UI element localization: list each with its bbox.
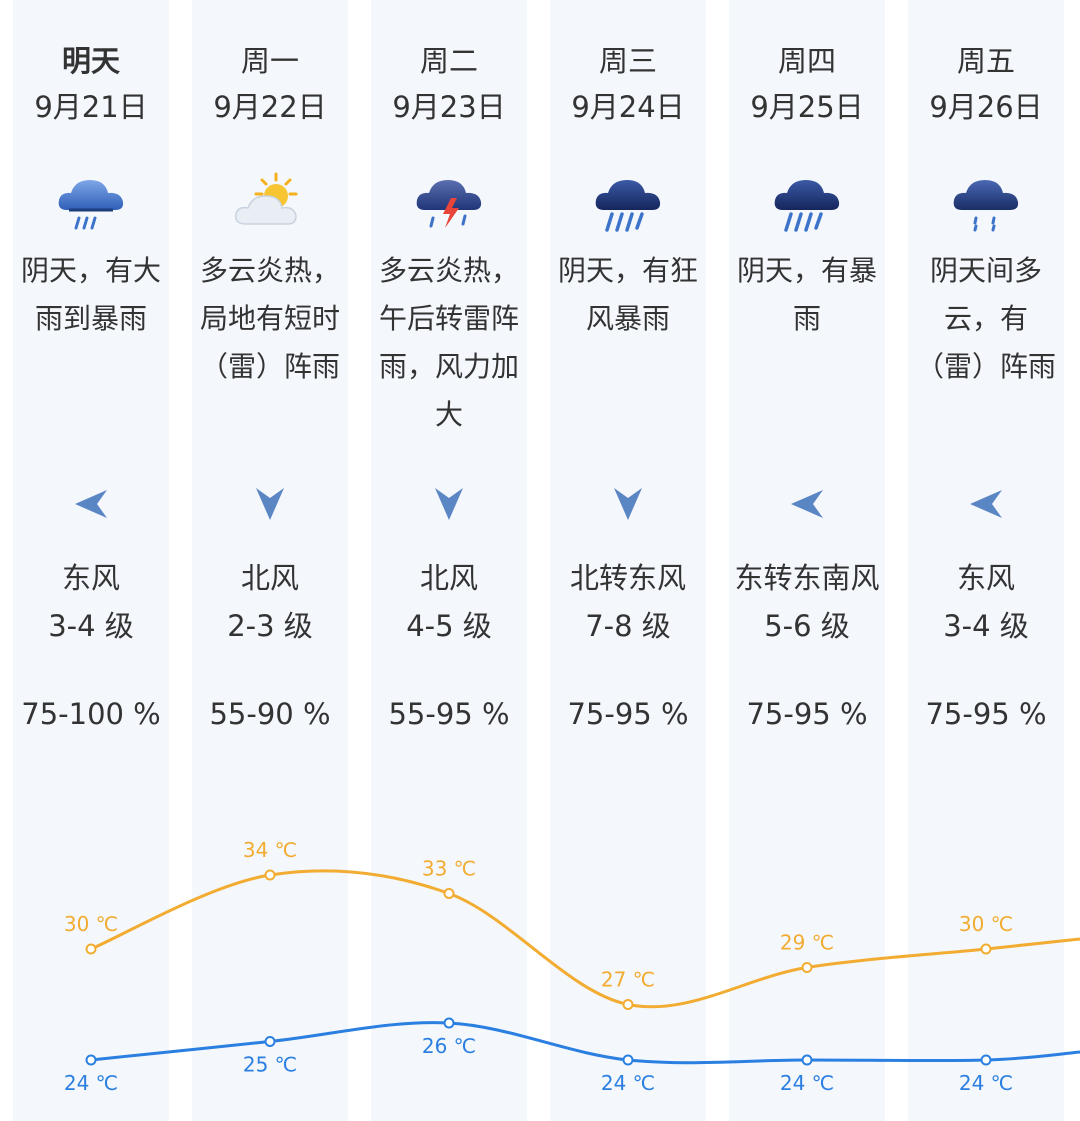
date-label: 9月21日 [34,90,148,124]
forecast-day-1[interactable]: 明天 9月21日 阴天，有大雨到暴雨 东风 3-4 级 75-100 % [13,0,169,1121]
weather-condition: 阴天，有大雨到暴雨 [20,254,161,335]
light-rain-cloud-icon [953,180,1019,232]
wind-level: 3-4 级 [48,609,134,643]
humidity: 55-90 % [209,697,331,731]
day-label: 明天 [61,44,120,78]
rainstorm-cloud-icon [595,180,661,232]
thunderstorm-cloud-icon [416,180,482,228]
wind-direction: 东风 [956,561,1015,595]
date-label: 9月25日 [750,90,864,124]
weather-condition: 多云炎热，午后转雷阵雨，风力加大 [378,254,519,431]
wind-direction-left-icon [75,490,107,518]
wind-direction: 北风 [240,561,299,595]
weather-condition: 阴天间多云，有（雷）阵雨 [915,254,1056,383]
date-label: 9月24日 [571,90,685,124]
forecast-day-3[interactable]: 周二 9月23日 多云炎热，午后转雷阵雨，风力加大 北风 4-5 级 55-95… [371,0,527,1121]
day-label: 周五 [956,44,1015,78]
wind-level: 5-6 级 [764,609,850,643]
date-label: 9月22日 [213,90,327,124]
day-label: 周二 [419,44,478,78]
humidity: 75-100 % [21,697,161,731]
humidity: 75-95 % [567,697,689,731]
day-label: 周一 [240,44,299,78]
forecast-day-6[interactable]: 周五 9月26日 阴天间多云，有（雷）阵雨 东风 3-4 级 75-95 % [908,0,1064,1121]
wind-direction: 东风 [61,561,120,595]
wind-direction: 北转东风 [569,561,686,595]
weather-condition: 多云炎热，局地有短时（雷）阵雨 [199,254,340,383]
weather-condition: 阴天，有狂风暴雨 [557,254,698,335]
weather-condition: 阴天，有暴雨 [736,254,877,335]
forecast-day-2[interactable]: 周一 9月22日 多云炎热，局地有短时（雷）阵雨 北风 2-3 级 55-90 … [192,0,348,1121]
heavy-rain-cloud-icon [58,180,124,230]
sun-behind-cloud-icon [234,172,298,225]
wind-level: 7-8 级 [585,609,671,643]
wind-level: 3-4 级 [943,609,1029,643]
humidity: 55-95 % [388,697,510,731]
wind-direction: 东转东南风 [734,561,880,595]
wind-direction-left-icon [791,490,823,518]
wind-direction-down-icon [614,488,642,520]
humidity: 75-95 % [925,697,1047,731]
date-label: 9月23日 [392,90,506,124]
wind-direction-left-icon [970,490,1002,518]
day-label: 周四 [777,44,836,78]
wind-direction: 北风 [419,561,478,595]
rainstorm-cloud-icon [774,180,840,232]
day-label: 周三 [598,44,657,78]
wind-direction-down-icon [256,488,284,520]
date-label: 9月26日 [929,90,1043,124]
wind-level: 4-5 级 [406,609,492,643]
wind-level: 2-3 级 [227,609,313,643]
humidity: 75-95 % [746,697,868,731]
forecast-day-4[interactable]: 周三 9月24日 阴天，有狂风暴雨 北转东风 7-8 级 75-95 % [550,0,706,1121]
wind-direction-down-icon [435,488,463,520]
forecast-day-5[interactable]: 周四 9月25日 阴天，有暴雨 东转东南风 5-6 级 75-95 % [729,0,885,1121]
